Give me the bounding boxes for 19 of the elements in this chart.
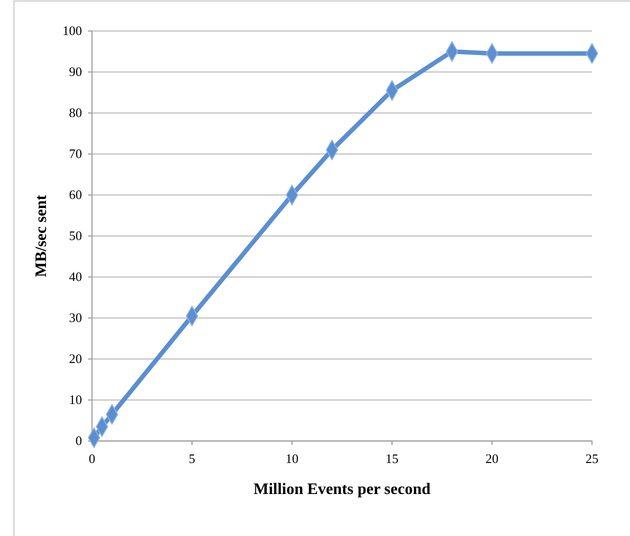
x-tick-label: 25 [586,451,598,466]
y-axis-title: MB/sec sent [33,194,50,278]
y-tick-label: 40 [69,269,82,284]
y-tick-label: 90 [69,64,82,80]
x-tick-label: 5 [188,451,196,466]
y-tick-label: 60 [69,187,82,202]
x-tick-label: 10 [286,451,298,466]
y-tick-label: 30 [69,310,82,326]
y-tick-label: 80 [69,105,82,120]
y-tick-label: 100 [62,23,82,38]
x-tick-label: 0 [88,451,96,466]
y-tick-label: 50 [69,228,82,244]
x-tick-label: 20 [486,451,498,466]
x-axis-title: Million Events per second [253,481,431,498]
y-tick-label: 20 [69,351,82,366]
y-tick-label: 0 [76,433,82,448]
y-tick-label: 70 [69,146,82,162]
y-tick-label: 10 [69,392,82,408]
x-tick-label: 15 [386,451,398,466]
